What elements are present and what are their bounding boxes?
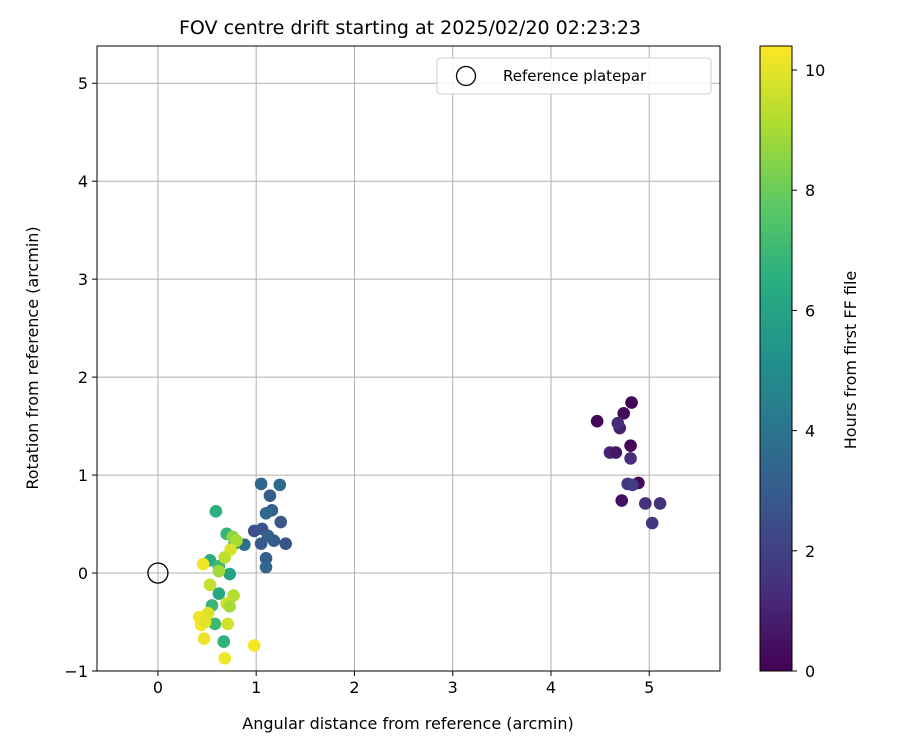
colorbar-tick-label: 6 [805, 301, 815, 320]
x-axis-ticks: 0 1 2 3 4 5 [153, 671, 654, 697]
data-point [218, 651, 232, 665]
data-point [254, 477, 268, 491]
data-point [223, 600, 236, 613]
data-point [611, 416, 625, 430]
y-tick-label: −1 [64, 662, 88, 681]
data-point [218, 551, 232, 564]
colorbar-tick-label: 4 [805, 422, 815, 441]
data-point [212, 587, 226, 600]
data-point [590, 414, 604, 428]
plot-frame [96, 45, 721, 672]
y-tick-label: 2 [78, 368, 88, 387]
data-point [196, 557, 210, 571]
data-point [274, 515, 288, 529]
x-tick-label: 4 [546, 678, 556, 697]
data-point [221, 617, 234, 631]
reference-marker [147, 562, 169, 584]
x-tick-label: 0 [153, 678, 163, 697]
legend: Reference platepar [436, 57, 712, 95]
data-point [653, 497, 667, 510]
x-tick-label: 5 [644, 678, 654, 697]
y-tick-label: 3 [78, 270, 88, 289]
chart-title: FOV centre drift starting at 2025/02/20 … [179, 17, 641, 39]
data-point [223, 567, 236, 581]
data-point [247, 639, 261, 652]
data-point [197, 632, 211, 645]
data-point [615, 494, 629, 507]
legend-marker-icon [455, 65, 477, 87]
data-point [203, 578, 217, 592]
data-point [626, 478, 639, 492]
data-point [645, 516, 659, 530]
x-tick-label: 2 [349, 678, 359, 697]
colorbar: 0 2 4 6 8 10 Hours from first FF file [759, 45, 860, 681]
x-tick-label: 3 [448, 678, 458, 697]
data-point [267, 534, 281, 548]
y-tick-label: 5 [78, 74, 88, 93]
x-tick-label: 1 [251, 678, 261, 697]
data-point [259, 552, 273, 565]
data-point [609, 446, 623, 459]
data-points [192, 396, 667, 665]
data-point [217, 635, 231, 648]
legend-entry-reference: Reference platepar [503, 67, 647, 85]
colorbar-tick-label: 10 [805, 61, 825, 80]
data-point [624, 439, 637, 452]
y-axis-label: Rotation from reference (arcmin) [23, 226, 42, 489]
data-point [263, 489, 277, 502]
y-tick-label: 1 [78, 466, 88, 485]
y-axis-ticks: −1 0 1 2 3 4 5 [64, 74, 97, 681]
y-tick-label: 0 [78, 564, 88, 583]
colorbar-tick-label: 2 [805, 542, 815, 561]
colorbar-label: Hours from first FF file [841, 271, 860, 450]
grid-lines [97, 46, 720, 672]
data-point [259, 560, 273, 574]
data-point [624, 452, 637, 465]
data-point [625, 396, 638, 409]
colorbar-ticks: 0 2 4 6 8 10 [792, 61, 825, 681]
data-point [617, 407, 631, 420]
reference-point-marker [147, 562, 169, 584]
legend-box [436, 57, 712, 95]
colorbar-tick-label: 8 [805, 181, 815, 200]
y-tick-label: 4 [78, 172, 88, 191]
data-point [212, 564, 226, 578]
x-axis-label: Angular distance from reference (arcmin) [242, 714, 573, 733]
data-point [208, 617, 222, 631]
data-point [254, 537, 268, 550]
data-point [259, 506, 273, 520]
data-point [279, 537, 292, 550]
colorbar-tick-label: 0 [805, 662, 815, 681]
data-point [198, 615, 212, 629]
data-point [639, 497, 652, 510]
colorbar-gradient [759, 45, 793, 672]
data-point [273, 478, 287, 492]
data-point [209, 505, 223, 518]
